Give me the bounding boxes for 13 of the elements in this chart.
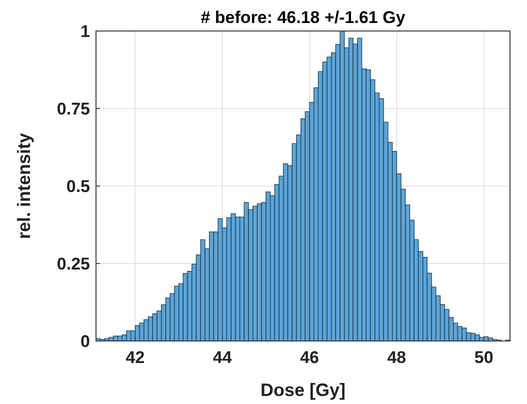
y-tick-label: 0.5: [66, 177, 90, 196]
y-tick-label: 0: [80, 332, 90, 351]
y-tick-label: 0.25: [56, 254, 90, 274]
x-tick-label: 42: [126, 348, 145, 367]
y-tick-label: 1: [80, 22, 90, 41]
chart-title: # before: 46.18 +/-1.61 Gy: [200, 8, 406, 27]
x-tick-label: 46: [300, 348, 319, 367]
x-tick-label: 50: [474, 348, 494, 367]
x-tick-label: 48: [387, 348, 406, 367]
x-tick-label: 44: [212, 348, 232, 367]
y-axis-title: rel. intensity: [14, 132, 34, 240]
y-tick-label: 0.75: [56, 100, 90, 118]
x-axis-title: Dose [Gy]: [260, 380, 346, 400]
